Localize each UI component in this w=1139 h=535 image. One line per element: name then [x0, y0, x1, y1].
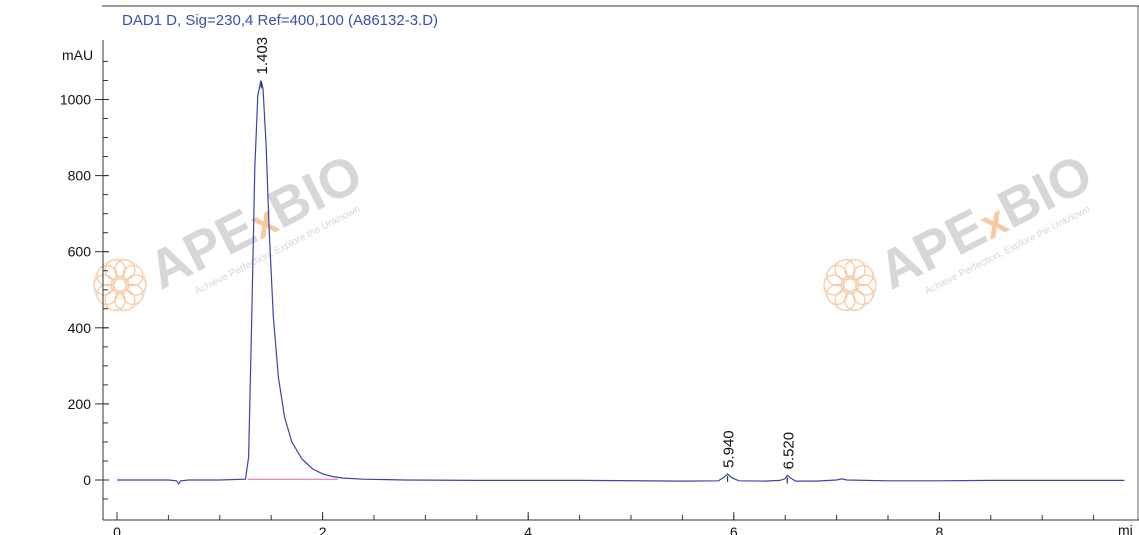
watermark-logo-center [110, 275, 130, 295]
x-axis-label: mi [1118, 522, 1133, 535]
y-tick-label: 800 [68, 168, 92, 184]
watermark-logo-petal [122, 264, 144, 287]
watermark-logo-ring [93, 258, 147, 312]
axes: mAU mi 0 200 400 600 800 1000 0 2 4 6 8 [60, 40, 1139, 535]
y-tick-label: 600 [68, 244, 92, 260]
x-tick-label: 6 [730, 524, 738, 535]
peak-label: 5.940 [721, 430, 738, 468]
watermark-logo-petal [826, 283, 848, 306]
watermark-logo [93, 258, 147, 312]
chart-title: DAD1 D, Sig=230,4 Ref=400,100 (A86132-3.… [122, 12, 438, 29]
peak-label: 6.520 [780, 432, 797, 470]
plot-area: 1.403 5.940 6.520 [117, 37, 1125, 485]
x-tick-label: 2 [319, 524, 327, 535]
x-tick-label: 4 [524, 524, 532, 535]
y-axis-label: mAU [62, 47, 93, 63]
y-tick-label: 1000 [60, 92, 91, 108]
y-tick-label: 400 [68, 320, 92, 336]
y-tick-label: 200 [68, 396, 92, 412]
x-tick-label: 8 [936, 524, 944, 535]
chromatogram-line [117, 80, 1125, 485]
plot-frame [102, 5, 1139, 520]
watermark-logo-petal [96, 283, 118, 306]
y-tick-label: 0 [83, 472, 91, 488]
peak-label: 1.403 [254, 37, 271, 75]
x-tick-label: 0 [113, 524, 121, 535]
watermark-logo-center [840, 275, 860, 295]
watermark-logo-ring [823, 258, 877, 312]
watermark-logo-petal [852, 264, 874, 287]
watermark-logo [823, 258, 877, 312]
